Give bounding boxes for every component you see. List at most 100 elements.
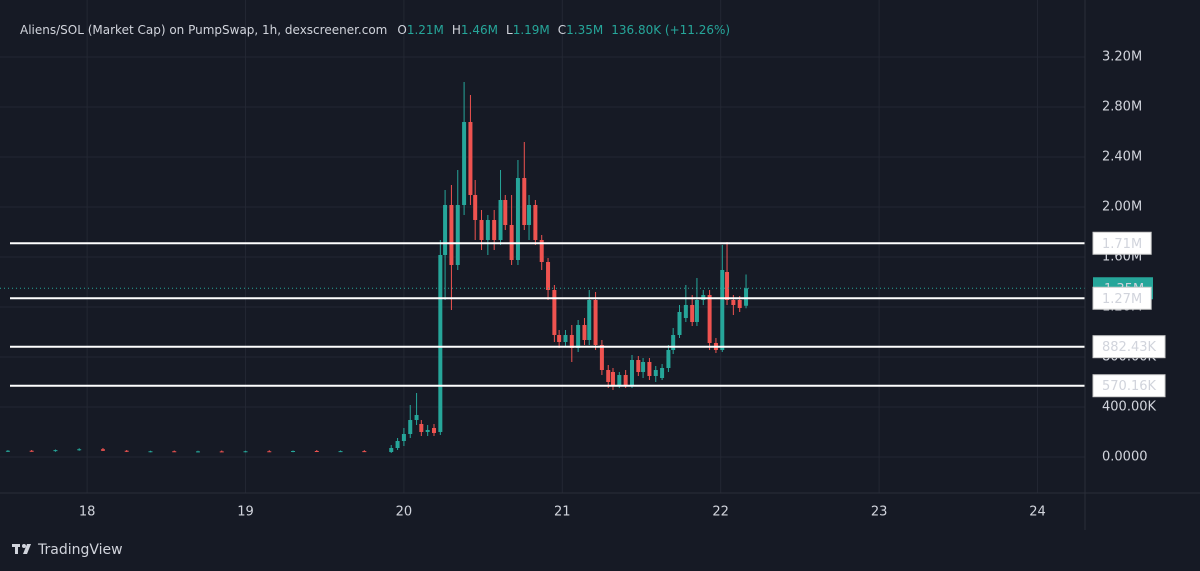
level-label: 882.43K	[1102, 340, 1156, 355]
candle-body	[314, 451, 319, 452]
candle-body	[498, 200, 503, 240]
y-tick-label: 2.00M	[1102, 200, 1142, 215]
c-label: C	[558, 23, 566, 37]
candle-body	[455, 205, 460, 265]
x-tick-label: 21	[554, 505, 571, 520]
candle-body	[731, 300, 736, 305]
candle-body	[563, 335, 568, 342]
candle-body	[29, 450, 34, 452]
candle-body	[408, 420, 413, 434]
candle-body	[267, 451, 272, 453]
level-box	[1092, 231, 1152, 255]
level-label: 570.16K	[1102, 379, 1156, 394]
candle-body	[623, 375, 628, 385]
candle-body	[425, 430, 430, 432]
candle-body	[77, 449, 82, 451]
x-tick-label: 22	[712, 505, 729, 520]
y-tick-label: 400.00K	[1102, 400, 1156, 415]
c-value: 1.35M	[566, 23, 603, 37]
h-value: 1.46M	[461, 23, 498, 37]
candle-body	[468, 122, 473, 195]
candle-body	[599, 345, 604, 370]
candle-body	[401, 434, 406, 441]
candle-body	[148, 451, 153, 453]
candle-body	[744, 288, 749, 306]
l-label: L	[506, 23, 513, 37]
candle-body	[485, 220, 490, 240]
candle-body	[557, 335, 562, 342]
x-tick-label: 23	[871, 505, 888, 520]
candle-body	[100, 449, 105, 451]
candle-body	[53, 450, 58, 452]
grid	[0, 0, 1085, 493]
brand-name: TradingView	[37, 542, 123, 558]
x-tick-label: 20	[396, 505, 413, 520]
candle-body	[546, 262, 551, 290]
candle-body	[414, 415, 419, 420]
candle-body	[660, 368, 665, 378]
candle-body	[389, 448, 394, 452]
l-value: 1.19M	[513, 23, 550, 37]
candle-body	[720, 270, 725, 350]
candle-body	[576, 325, 581, 348]
candle-body	[725, 272, 730, 300]
candle-body	[443, 205, 448, 255]
candle-body	[694, 300, 699, 322]
candle-body	[503, 200, 508, 225]
o-value: 1.21M	[407, 23, 444, 37]
candle-body	[653, 370, 658, 376]
candle-body	[219, 451, 224, 453]
candle-body	[593, 300, 598, 345]
candle-body	[617, 375, 622, 385]
candle-body	[587, 300, 592, 340]
candle-body	[362, 451, 367, 453]
candle-body	[522, 178, 527, 225]
brand-logo: TradingView	[12, 542, 123, 558]
candle-body	[449, 205, 454, 265]
legend-header: Aliens/SOL (Market Cap) on PumpSwap, 1h,…	[20, 23, 730, 37]
candle-body	[515, 178, 520, 260]
o-label: O	[397, 23, 406, 37]
y-tick-label: 0.0000	[1102, 450, 1148, 465]
candle-body	[533, 205, 538, 240]
candle-body	[737, 300, 742, 308]
overlay	[0, 242, 1085, 387]
candle-body	[438, 255, 443, 432]
candle-body	[291, 451, 296, 452]
candle-body	[432, 428, 436, 433]
candle-body	[707, 295, 712, 343]
candle-body	[338, 451, 343, 453]
h-label: H	[452, 23, 461, 37]
candle-body	[683, 305, 688, 318]
candle-body	[610, 372, 615, 385]
candle-body	[539, 240, 544, 262]
candle-body	[172, 451, 177, 453]
y-tick-label: 3.20M	[1102, 50, 1142, 65]
candle-body	[647, 362, 652, 376]
candle-body	[492, 220, 497, 240]
level-box	[1092, 286, 1152, 310]
candle-body	[5, 450, 10, 452]
candle-body	[690, 305, 695, 322]
candle-body	[629, 360, 634, 385]
candle-body	[195, 451, 200, 453]
candle-body	[419, 424, 424, 432]
level-label: 1.71M	[1102, 237, 1142, 252]
candle-body	[641, 362, 646, 372]
symbol: Aliens/SOL (Market Cap) on PumpSwap, 1h,…	[20, 23, 387, 37]
candles	[5, 82, 749, 453]
candle-body	[671, 335, 676, 350]
x-tick-label: 18	[79, 505, 96, 520]
candle-body	[124, 450, 129, 452]
level-box	[1092, 335, 1166, 359]
y-tick-label: 2.80M	[1102, 100, 1142, 115]
candle-body	[552, 290, 557, 335]
candle-body	[636, 360, 641, 372]
candle-body	[606, 370, 611, 382]
y-tick-label: 2.40M	[1102, 150, 1142, 165]
x-tick-label: 24	[1029, 505, 1046, 520]
candle-body	[582, 325, 587, 340]
candle-body	[666, 350, 671, 368]
